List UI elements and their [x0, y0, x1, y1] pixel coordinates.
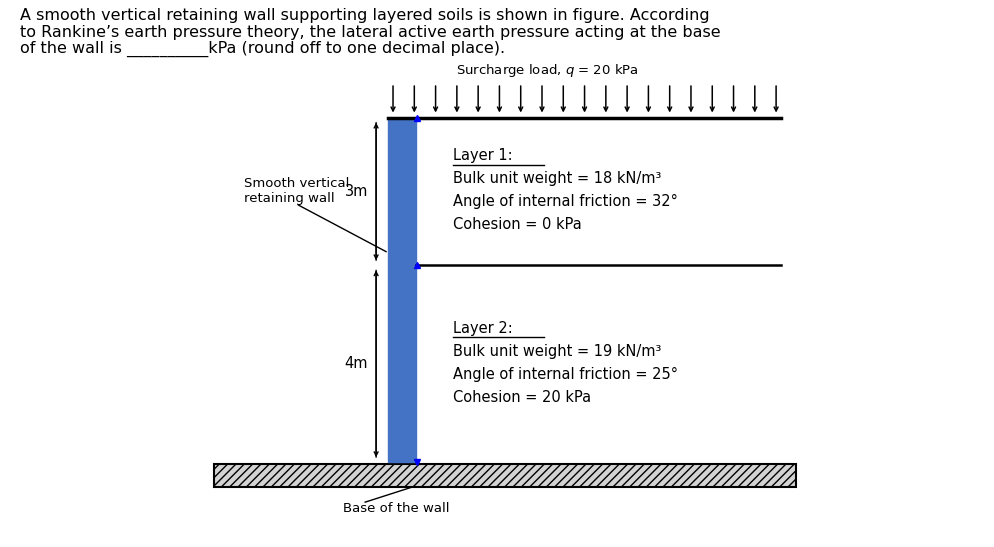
Text: A smooth vertical retaining wall supporting layered soils is shown in figure. Ac: A smooth vertical retaining wall support…: [20, 8, 709, 23]
Text: 4m: 4m: [344, 356, 368, 371]
Text: Smooth vertical: Smooth vertical: [244, 177, 349, 190]
Text: 3m: 3m: [345, 184, 368, 199]
Text: Layer 2:: Layer 2:: [452, 321, 512, 336]
Text: retaining wall: retaining wall: [244, 192, 334, 205]
Text: to Rankine’s earth pressure theory, the lateral active earth pressure acting at : to Rankine’s earth pressure theory, the …: [20, 25, 720, 39]
Bar: [388, 118, 415, 462]
Text: of the wall is __________kPa (round off to one decimal place).: of the wall is __________kPa (round off …: [20, 41, 505, 57]
Text: Angle of internal friction = 32°: Angle of internal friction = 32°: [452, 194, 677, 210]
Text: Angle of internal friction = 25°: Angle of internal friction = 25°: [452, 366, 677, 382]
Text: Cohesion = 20 kPa: Cohesion = 20 kPa: [452, 389, 590, 405]
Bar: [214, 464, 795, 487]
Text: Layer 1:: Layer 1:: [452, 148, 512, 164]
Text: Base of the wall: Base of the wall: [343, 502, 449, 515]
Text: Bulk unit weight = 19 kN/m³: Bulk unit weight = 19 kN/m³: [452, 344, 660, 359]
Text: Surcharge load, $q$ = 20 kPa: Surcharge load, $q$ = 20 kPa: [455, 61, 638, 79]
Text: Bulk unit weight = 18 kN/m³: Bulk unit weight = 18 kN/m³: [452, 171, 660, 187]
Text: Cohesion = 0 kPa: Cohesion = 0 kPa: [452, 217, 580, 232]
